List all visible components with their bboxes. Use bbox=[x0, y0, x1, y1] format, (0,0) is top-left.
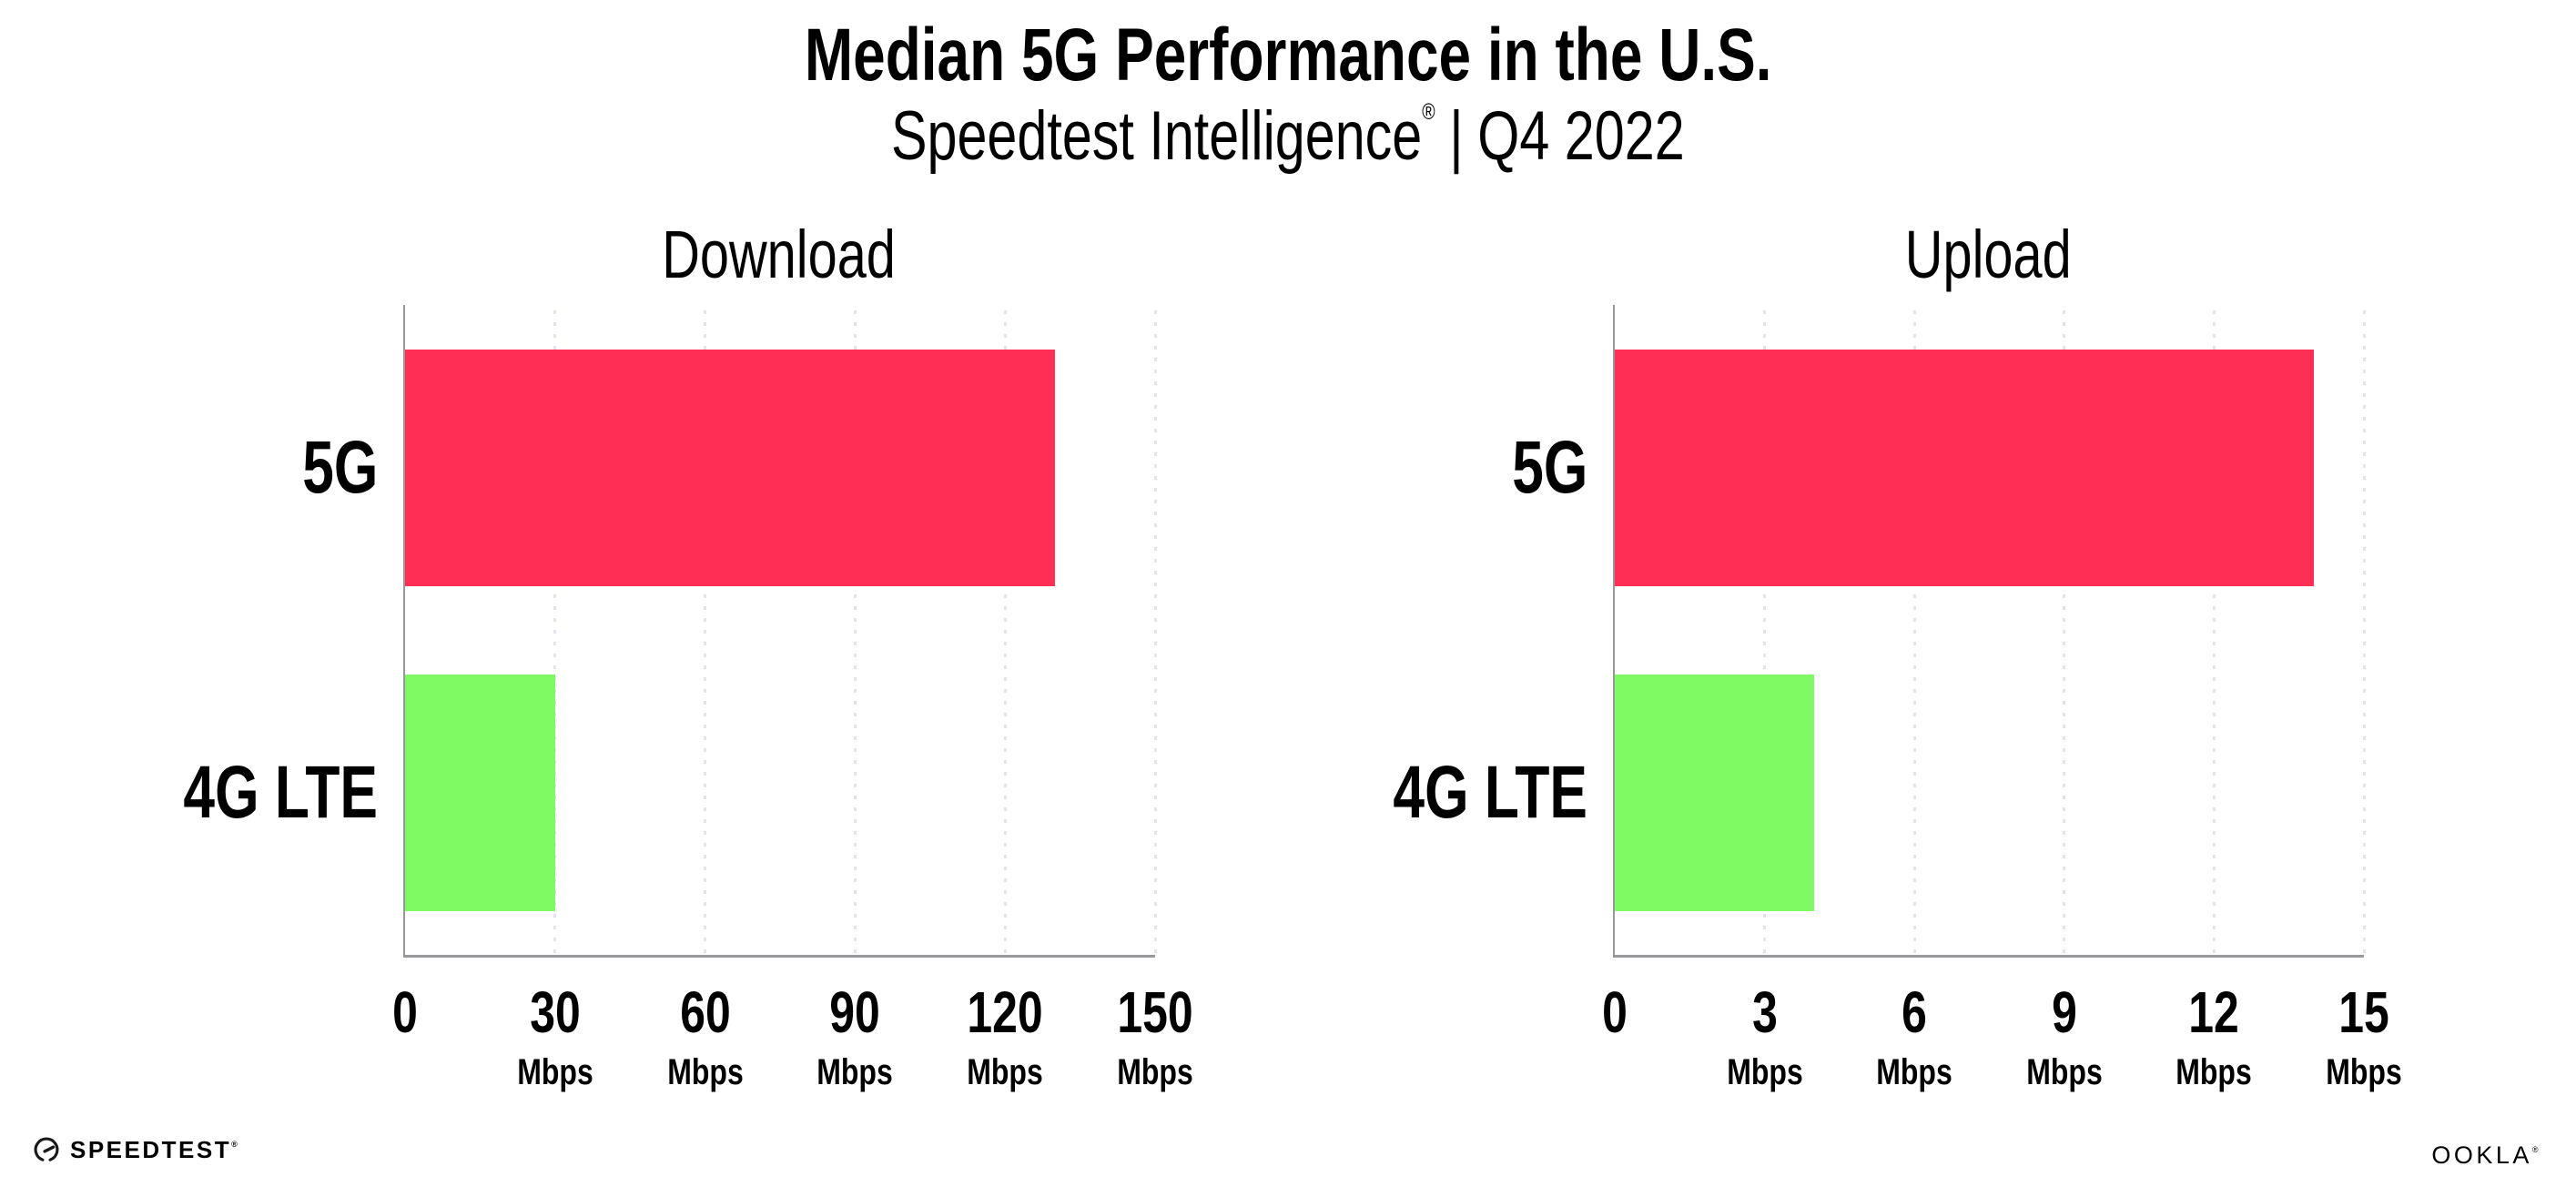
gridline-30 bbox=[553, 310, 557, 955]
upload-chart-title-text: Upload bbox=[1905, 217, 2072, 292]
speedtest-registered-mark-icon: ® bbox=[231, 1140, 240, 1149]
x-tick-value: 3 bbox=[1751, 979, 1778, 1045]
x-tick-unit: Mbps bbox=[517, 1052, 593, 1092]
x-tick-3: 3 Mbps bbox=[1717, 983, 1811, 1090]
category-label-4g-lte: 4G LTE bbox=[1393, 750, 1587, 834]
category-label-5g: 5G bbox=[301, 425, 378, 509]
ookla-logo: OOKLA® bbox=[2431, 1143, 2541, 1168]
download-chart: Download 0 30 Mbps 60 Mbps 90 Mbps 120 Mbps 150 Mb… bbox=[183, 0, 1193, 1197]
upload-plot-area: 0 3 Mbps 6 Mbps 9 Mbps 12 Mbps 15 Mbps 5G 4G LTE bbox=[1393, 305, 2402, 1090]
x-tick-6: 6 Mbps bbox=[1867, 983, 1962, 1090]
bar-4g-lte bbox=[405, 674, 555, 911]
x-tick-unit: Mbps bbox=[666, 1052, 744, 1092]
x-tick-90: 90 Mbps bbox=[807, 983, 902, 1090]
speedtest-logo: SPEEDTEST® bbox=[33, 1136, 239, 1163]
gridline-15 bbox=[2362, 310, 2366, 955]
x-tick-unit: Mbps bbox=[2175, 1052, 2253, 1092]
registered-mark-icon: ® bbox=[1422, 99, 1435, 125]
x-tick-60: 60 Mbps bbox=[657, 983, 752, 1090]
download-plot-area: 0 30 Mbps 60 Mbps 90 Mbps 120 Mbps 150 Mbps 5G 4G LT… bbox=[183, 305, 1193, 1090]
subtitle-period: Q4 2022 bbox=[1477, 97, 1685, 175]
x-tick-value: 12 bbox=[2188, 979, 2240, 1045]
x-tick-value: 150 bbox=[1117, 979, 1193, 1045]
ookla-wordmark-text: OOKLA bbox=[2431, 1141, 2532, 1169]
x-tick-0: 0 bbox=[389, 983, 421, 1041]
speedtest-wordmark-text: SPEEDTEST bbox=[70, 1136, 232, 1163]
x-tick-unit: Mbps bbox=[2026, 1052, 2103, 1092]
x-tick-30: 30 Mbps bbox=[508, 983, 603, 1090]
x-tick-15: 15 Mbps bbox=[2317, 983, 2411, 1090]
x-tick-unit: Mbps bbox=[816, 1052, 894, 1092]
category-label-5g: 5G bbox=[1511, 425, 1587, 509]
gridline-6 bbox=[1912, 310, 1916, 955]
x-tick-0: 0 bbox=[1598, 983, 1631, 1041]
x-tick-value: 15 bbox=[2338, 979, 2389, 1045]
x-tick-unit: Mbps bbox=[967, 1052, 1043, 1092]
gridline-150 bbox=[1153, 310, 1157, 955]
page-title: Median 5G Performance in the U.S. bbox=[0, 14, 2576, 96]
ookla-registered-mark-icon: ® bbox=[2531, 1145, 2541, 1154]
gridline-90 bbox=[853, 310, 857, 955]
download-chart-title-text: Download bbox=[662, 217, 897, 292]
x-tick-150: 150 Mbps bbox=[1107, 983, 1204, 1090]
x-tick-value: 9 bbox=[2051, 979, 2077, 1045]
bar-4g-lte bbox=[1615, 674, 1815, 911]
page-subtitle: Speedtest Intelligence® | Q4 2022 bbox=[0, 100, 2576, 173]
upload-chart: Upload 0 3 Mbps 6 Mbps 9 Mbps 12 Mbps 15 Mbps 5G 4G … bbox=[1393, 0, 2402, 1197]
download-chart-title: Download bbox=[403, 221, 1155, 289]
x-tick-12: 12 Mbps bbox=[2166, 983, 2261, 1090]
x-tick-value: 120 bbox=[967, 979, 1043, 1045]
gridline-60 bbox=[704, 310, 707, 955]
x-tick-unit: Mbps bbox=[1117, 1052, 1193, 1092]
x-tick-value: 90 bbox=[829, 979, 881, 1045]
gridline-3 bbox=[1763, 310, 1767, 955]
gridline-9 bbox=[2063, 310, 2066, 955]
category-label-4g-lte: 4G LTE bbox=[183, 750, 378, 834]
gridline-120 bbox=[1003, 310, 1007, 955]
x-tick-value: 0 bbox=[1602, 979, 1628, 1045]
speedtest-gauge-icon bbox=[34, 1137, 59, 1161]
x-tick-unit: Mbps bbox=[1876, 1052, 1952, 1092]
x-tick-unit: Mbps bbox=[1726, 1052, 1803, 1092]
gridline-12 bbox=[2212, 310, 2216, 955]
x-tick-unit: Mbps bbox=[2326, 1052, 2402, 1092]
x-tick-9: 9 Mbps bbox=[2017, 983, 2112, 1090]
speedtest-wordmark: SPEEDTEST® bbox=[70, 1138, 239, 1161]
x-tick-value: 6 bbox=[1902, 979, 1928, 1045]
bar-5g bbox=[405, 349, 1056, 586]
x-tick-value: 30 bbox=[530, 979, 581, 1045]
page-title-text: Median 5G Performance in the U.S. bbox=[804, 14, 1772, 96]
subtitle-brand: Speedtest Intelligence bbox=[891, 97, 1423, 175]
x-tick-value: 60 bbox=[679, 979, 731, 1045]
x-tick-120: 120 Mbps bbox=[957, 983, 1054, 1090]
upload-chart-title: Upload bbox=[1613, 221, 2364, 289]
page-subtitle-text: Speedtest Intelligence® | Q4 2022 bbox=[891, 100, 1685, 173]
subtitle-separator: | bbox=[1449, 97, 1464, 175]
x-tick-value: 0 bbox=[392, 979, 418, 1045]
bar-5g bbox=[1615, 349, 2315, 586]
